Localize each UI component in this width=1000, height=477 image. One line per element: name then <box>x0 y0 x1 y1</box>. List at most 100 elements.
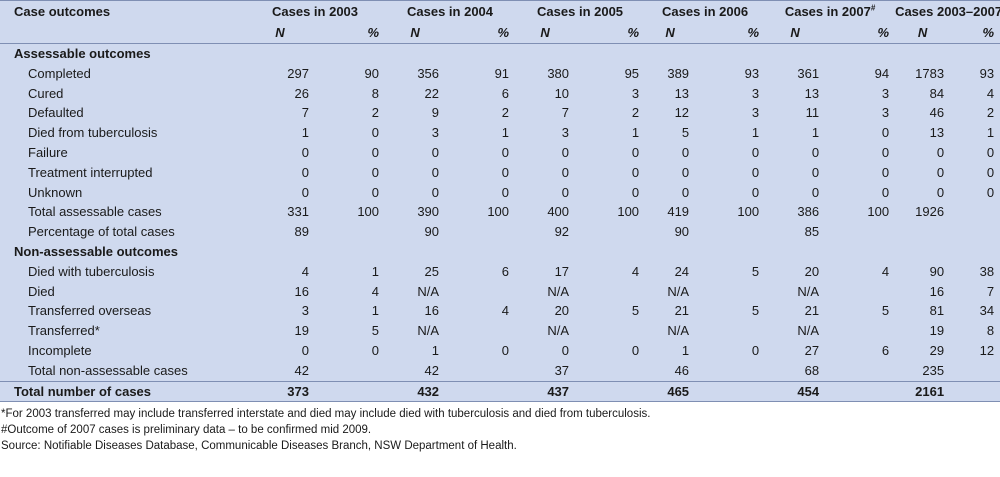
section-title: Assessable outcomes <box>14 46 151 61</box>
cell-n: 356 <box>417 65 440 81</box>
cell-pct: 5 <box>881 303 890 319</box>
table-row: Treatment interrupted 0 0 0 0 0 0 0 0 0 0 0 0 <box>0 163 1000 183</box>
n-header: N <box>515 22 576 44</box>
cell-pct: 34 <box>979 303 995 319</box>
cell-pct: 100 <box>617 204 640 220</box>
cell-pct: 1 <box>986 125 995 141</box>
cell-n: 92 <box>554 224 570 240</box>
cell-pct: 3 <box>751 85 760 101</box>
cell-pct: 94 <box>874 65 890 81</box>
footnotes: *For 2003 transferred may include transf… <box>0 402 1000 455</box>
cell-n: 85 <box>804 224 820 240</box>
cell-pct <box>825 380 896 403</box>
table-row: Defaulted 7 2 9 2 7 2 12 3 11 3 46 2 <box>0 103 1000 123</box>
cell-n: 0 <box>681 184 690 200</box>
cell-pct <box>445 282 515 302</box>
cell-pct: 0 <box>881 164 890 180</box>
total-row: Total number of cases 373 432 437 465 454 2161 <box>0 380 1000 403</box>
cell-pct <box>950 222 1000 242</box>
cell-pct <box>825 282 895 302</box>
footnote-line: *For 2003 transferred may include transf… <box>1 408 651 421</box>
pct-header: % <box>445 22 516 44</box>
footnote-line: #Outcome of 2007 cases is preliminary da… <box>1 424 372 437</box>
year-label: Cases in 2003 <box>272 4 359 19</box>
cell-pct: 1 <box>501 125 510 141</box>
cell-n: 17 <box>554 263 570 279</box>
footnote-mark: # <box>870 3 876 13</box>
cell-n: 37 <box>554 362 570 378</box>
cell-n: 9 <box>431 105 440 121</box>
table-row: Total non-assessable cases 42 42 37 46 68 235 <box>0 361 1000 381</box>
pct-header: % <box>825 22 896 44</box>
section-title: Non-assessable outcomes <box>14 243 179 259</box>
cell-n: 0 <box>561 144 570 160</box>
cell-n: 16 <box>929 283 945 299</box>
cell-n: 21 <box>674 303 690 319</box>
cell-pct: 0 <box>501 184 510 200</box>
cell-n: 13 <box>929 125 945 141</box>
header-row: Case outcomes Cases in 2003 Cases in 2004 C… <box>0 0 1000 22</box>
cell-n: 390 <box>417 204 440 220</box>
cell-pct: 0 <box>501 342 510 358</box>
cell-pct: 1 <box>371 303 380 319</box>
cell-n: 432 <box>385 380 446 403</box>
row-label: Total assessable cases <box>28 204 162 220</box>
row-label: Cured <box>28 85 64 101</box>
cell-pct <box>445 321 515 341</box>
cell-n: 0 <box>431 184 440 200</box>
cell-n: 0 <box>936 184 945 200</box>
pct-header: % <box>950 22 1000 44</box>
cell-pct: 0 <box>631 184 640 200</box>
cell-pct <box>695 361 765 381</box>
cell-pct: 3 <box>631 85 640 101</box>
cell-pct: 5 <box>751 303 760 319</box>
cell-n: 419 <box>667 204 690 220</box>
cell-n: 11 <box>805 105 820 121</box>
n-header: N <box>385 22 446 44</box>
row-label: Percentage of total cases <box>28 224 175 240</box>
cell-pct: 6 <box>501 263 510 279</box>
pct-header: % <box>575 22 646 44</box>
footnote-line: Source: Notifiable Diseases Database, Co… <box>1 440 517 453</box>
cell-pct: 4 <box>371 283 380 299</box>
table-row: Completed 297 90 356 91 380 95 389 93 361 94 1783 93 <box>0 64 1000 84</box>
cell-n: 0 <box>431 164 440 180</box>
cell-pct: 93 <box>979 65 995 81</box>
cell-pct: 2 <box>371 105 380 121</box>
column-header-year: Cases in 2005 <box>515 0 646 22</box>
section-header-row: Non-assessable outcomes <box>0 242 1000 262</box>
cell-pct: 3 <box>751 105 760 121</box>
cell-pct: 2 <box>986 105 995 121</box>
cell-pct: 5 <box>371 323 380 339</box>
year-label: Cases in 2006 <box>662 4 749 19</box>
row-label: Defaulted <box>28 105 84 121</box>
cell-pct: 1 <box>371 263 380 279</box>
cell-n: 0 <box>936 144 945 160</box>
cell-pct: 1 <box>751 125 760 141</box>
cell-n: 3 <box>431 125 440 141</box>
cell-n: 0 <box>561 184 570 200</box>
cell-pct <box>575 321 645 341</box>
cell-pct: 4 <box>986 85 995 101</box>
cell-n: 24 <box>674 263 690 279</box>
cell-n: 84 <box>929 85 945 101</box>
cell-pct <box>575 222 645 242</box>
table-row: Cured 26 8 22 6 10 3 13 3 13 3 84 4 <box>0 84 1000 104</box>
cell-n: 4 <box>301 263 309 279</box>
table-row: Died 16 4 N/A N/A N/A N/A 16 7 <box>0 282 1000 302</box>
cell-n: N/A <box>547 283 570 299</box>
row-label: Incomplete <box>28 342 92 358</box>
cell-pct: 0 <box>501 144 510 160</box>
cell-pct: 0 <box>986 164 995 180</box>
cell-n: 26 <box>294 85 309 101</box>
cell-n <box>895 222 950 242</box>
cell-pct: 8 <box>986 323 995 339</box>
row-label: Died with tuberculosis <box>28 263 155 279</box>
cell-n: 10 <box>554 85 570 101</box>
cell-n: 7 <box>561 105 570 121</box>
cell-n: N/A <box>417 323 440 339</box>
table-row: Transferred overseas 3 1 16 4 20 5 21 5 21 5 81 34 <box>0 301 1000 321</box>
table-row: Died with tuberculosis 4 1 25 6 17 4 24 5 20 4 90 38 <box>0 262 1000 282</box>
cell-n: 22 <box>424 85 440 101</box>
cell-n: 1 <box>681 342 690 358</box>
